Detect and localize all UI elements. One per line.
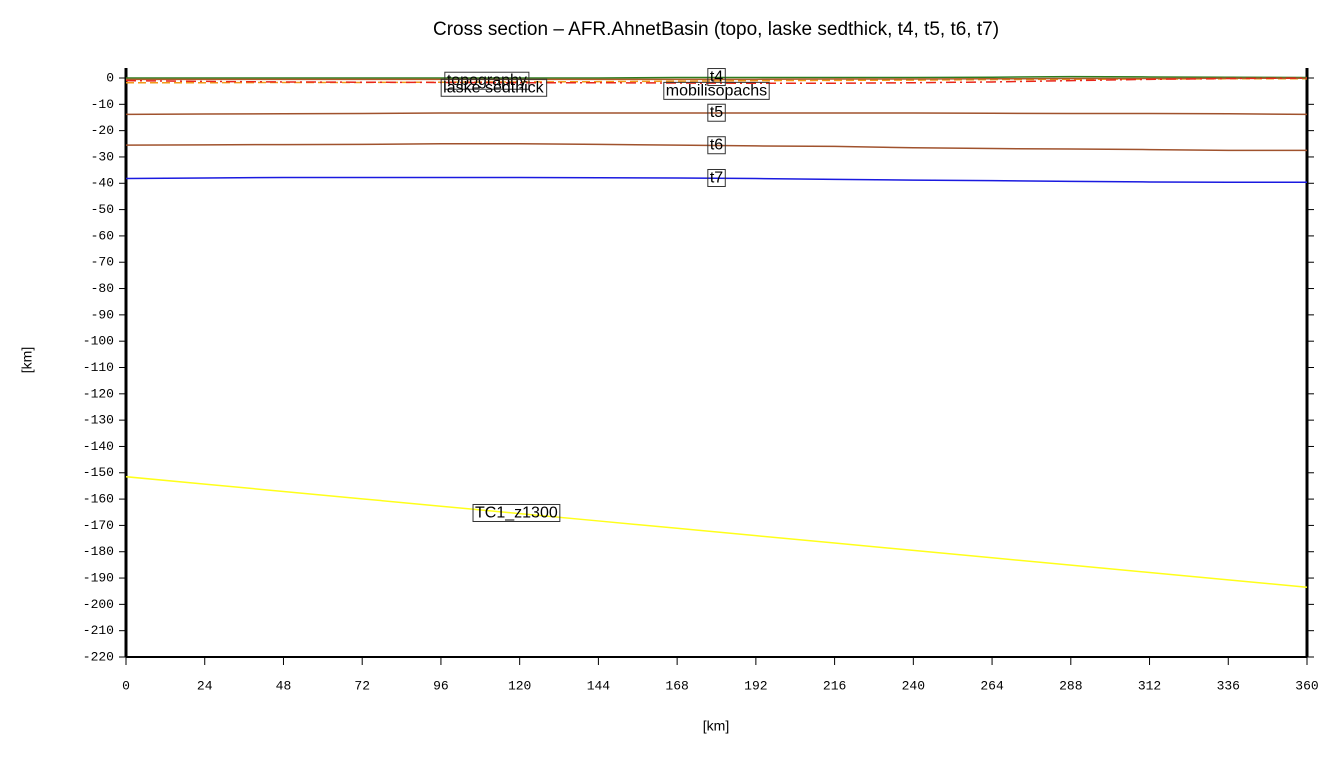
y-tick-label: -50	[91, 202, 114, 217]
y-tick-label: -220	[83, 649, 114, 664]
series-label-box	[707, 103, 726, 122]
series-label-box	[707, 136, 726, 155]
series-label: TC1_z1300	[475, 504, 558, 521]
y-tick-label: -160	[83, 492, 114, 507]
series-line	[125, 143, 1307, 152]
series-label: t6	[710, 137, 723, 154]
series-label-box	[440, 78, 548, 97]
series-label-box	[707, 68, 726, 87]
y-tick-label: -20	[91, 123, 114, 138]
series-label-box	[472, 503, 561, 522]
y-tick-label: -90	[91, 307, 114, 322]
x-tick-label: 72	[354, 678, 370, 693]
series-label-box	[663, 81, 770, 100]
x-tick-label: 312	[1138, 678, 1161, 693]
y-tick-label: -110	[83, 360, 114, 375]
y-tick-label: -140	[83, 439, 114, 454]
series-line	[125, 77, 1308, 85]
series-label: laske sedthick	[443, 79, 544, 96]
series-label: t5	[710, 104, 723, 121]
x-tick-label: 216	[823, 678, 846, 693]
series-line	[125, 176, 1307, 183]
series-label: mobilisopachs	[666, 82, 767, 99]
y-tick-label: -120	[83, 386, 114, 401]
y-tick-label: -40	[91, 176, 114, 191]
y-tick-label: -210	[83, 623, 114, 638]
x-tick-label: 168	[665, 678, 688, 693]
y-tick-label: -170	[83, 518, 114, 533]
series-label: topography	[447, 72, 527, 89]
y-tick-label: -200	[83, 597, 114, 612]
x-tick-label: 264	[980, 678, 1004, 693]
x-tick-label: 360	[1295, 678, 1318, 693]
y-tick-label: -10	[91, 97, 114, 112]
x-axis-label: [km]	[703, 718, 729, 734]
x-tick-label: 240	[902, 678, 925, 693]
y-axis-label: [km]	[19, 347, 35, 373]
x-tick-label: 144	[587, 678, 611, 693]
x-tick-label: 288	[1059, 678, 1082, 693]
series-line	[126, 77, 1307, 81]
series-label-box	[444, 71, 530, 90]
x-tick-label: 96	[433, 678, 449, 693]
x-tick-label: 48	[276, 678, 292, 693]
y-tick-label: -30	[91, 149, 114, 164]
series-line	[125, 475, 1308, 589]
y-tick-label: -180	[83, 544, 114, 559]
y-tick-label: -150	[83, 465, 114, 480]
chart-title: Cross section – AFR.AhnetBasin (topo, la…	[433, 19, 999, 40]
x-tick-label: 336	[1217, 678, 1240, 693]
y-tick-label: -100	[83, 334, 114, 349]
y-tick-label: 0	[106, 70, 114, 85]
x-tick-label: 0	[122, 678, 130, 693]
series-label-box	[707, 168, 726, 188]
y-tick-label: -60	[91, 228, 114, 243]
y-tick-label: -70	[91, 255, 114, 270]
x-tick-label: 192	[744, 678, 767, 693]
x-tick-label: 24	[197, 678, 213, 693]
series-line	[126, 75, 1308, 79]
y-tick-label: -130	[83, 413, 114, 428]
x-tick-label: 120	[508, 678, 531, 693]
series-line	[125, 112, 1308, 116]
series-label: t4	[710, 69, 723, 86]
series-label: t7	[710, 169, 723, 186]
y-tick-label: -190	[83, 570, 114, 585]
y-tick-label: -80	[91, 281, 114, 296]
